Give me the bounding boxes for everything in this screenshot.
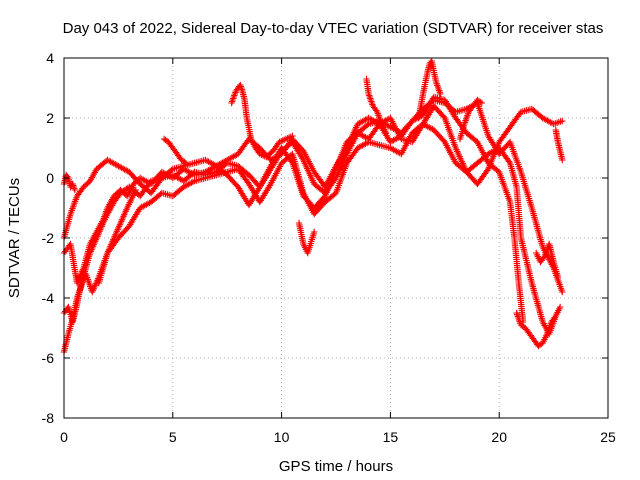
x-tick-label: 0 xyxy=(60,429,68,445)
data-points xyxy=(60,57,566,356)
series-segment-9 xyxy=(513,309,559,350)
x-tick-label: 10 xyxy=(274,429,290,445)
y-tick-label: -8 xyxy=(42,410,55,426)
series-segment-2 xyxy=(95,186,139,287)
y-tick-label: -2 xyxy=(42,230,55,246)
y-axis-label: SDTVAR / TECUs xyxy=(6,178,23,298)
series-segment-5 xyxy=(295,219,318,257)
series-segment-10 xyxy=(533,240,562,281)
x-tick-label: 25 xyxy=(600,429,616,445)
y-tick-label: -6 xyxy=(42,350,55,366)
chart-title: Day 043 of 2022, Sidereal Day-to-day VTE… xyxy=(63,20,604,37)
x-tick-label: 5 xyxy=(169,429,177,445)
y-tick-label: 2 xyxy=(46,110,54,126)
x-axis-label: GPS time / hours xyxy=(279,458,393,475)
series-segment-3 xyxy=(160,135,190,167)
x-tick-label: 20 xyxy=(491,429,507,445)
series-segment-8 xyxy=(456,96,485,143)
series-segment-11 xyxy=(552,126,566,164)
x-tick-label: 15 xyxy=(383,429,399,445)
y-tick-label: 0 xyxy=(46,170,54,186)
series-segment-7 xyxy=(415,57,444,122)
series-segment-4 xyxy=(228,81,296,161)
axis-ticks: 0 5 10 15 20 25 -8 -6 -4 -2 0 2 4 xyxy=(42,50,616,445)
y-tick-label: -4 xyxy=(42,290,55,306)
y-tick-label: 4 xyxy=(46,50,54,66)
series-segment-6 xyxy=(363,75,390,137)
